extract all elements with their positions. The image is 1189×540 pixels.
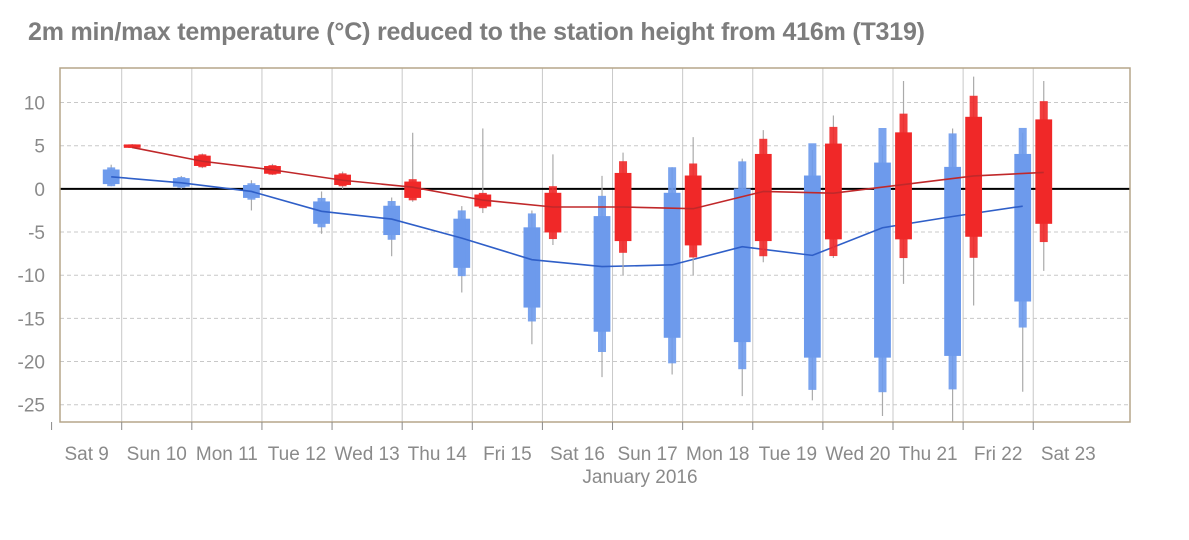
series-1 [123, 76, 1053, 306]
box-point [754, 130, 772, 263]
box-inner [408, 179, 417, 201]
box-inner [878, 128, 887, 393]
box-point [825, 115, 842, 258]
x-tick-label: Thu 14 [408, 444, 468, 465]
x-tick-label: Mon 18 [686, 444, 749, 465]
box-inner [128, 144, 137, 148]
box-inner [1039, 101, 1048, 243]
x-tick-label: Mon 11 [196, 444, 258, 465]
box-point [733, 158, 751, 397]
box-inner [829, 126, 838, 257]
box-inner [548, 186, 557, 240]
box-point [102, 164, 120, 187]
box-point [965, 76, 983, 306]
x-tick-label: Sun 17 [617, 444, 677, 465]
x-tick-label: Sat 23 [1041, 444, 1096, 465]
box-point [874, 128, 891, 416]
series-0 [102, 127, 1032, 422]
box-inner [759, 138, 768, 257]
box-inner [457, 210, 466, 277]
y-tick-label: -10 [18, 266, 45, 287]
box-inner [598, 195, 607, 353]
box-inner [527, 213, 536, 322]
x-tick-label: Fri 15 [483, 444, 532, 465]
x-tick-label: Sat 9 [64, 444, 108, 465]
box-point [544, 154, 562, 245]
x-axis-label: January 2016 [582, 467, 697, 488]
box-inner [738, 161, 747, 370]
box-inner [899, 113, 908, 259]
box-point [1014, 127, 1032, 392]
box-point [1035, 80, 1053, 271]
box-point [663, 167, 681, 375]
x-tick-label: Sat 16 [550, 444, 605, 465]
x-tick-label: Wed 13 [335, 444, 400, 465]
box-inner [1018, 127, 1027, 328]
box-point [243, 180, 260, 211]
box-point [803, 143, 821, 401]
y-tick-label: -20 [18, 353, 45, 374]
box-point [895, 80, 912, 284]
box-inner [387, 201, 396, 240]
y-tick-label: 10 [24, 94, 45, 115]
x-tick-label: Sun 10 [127, 444, 187, 465]
box-point [684, 137, 702, 276]
axis-layer: 10 5 0 -5 -10 -15 -20 -25 Sat 9 Sun 10 Mon 11 Tue 1… [18, 94, 1096, 465]
median-line [111, 175, 1023, 268]
series-layer [102, 76, 1053, 422]
box-point [453, 206, 471, 293]
x-tick-label: Wed 20 [825, 444, 890, 465]
box-inner [317, 197, 326, 228]
plot-frame [59, 67, 1131, 423]
box-inner [948, 133, 957, 390]
grid-layer [60, 68, 1130, 422]
x-tick-label: Tue 12 [268, 444, 326, 465]
y-tick-label: -25 [18, 396, 45, 417]
box-inner [969, 95, 978, 258]
box-inner [689, 163, 698, 258]
chart-title: 2m min/max temperature (°C) reduced to t… [28, 18, 925, 46]
y-tick-label: 0 [34, 180, 45, 201]
median-line [132, 146, 1044, 210]
y-tick-label: 5 [34, 137, 45, 158]
x-tick-label: Thu 21 [898, 444, 957, 465]
y-tick-label: -15 [18, 309, 45, 330]
box-point [383, 197, 401, 257]
box-point [944, 128, 962, 422]
box-point [523, 210, 541, 345]
x-tick-label: Tue 19 [759, 444, 817, 465]
box-inner [808, 143, 817, 390]
box-point [614, 152, 632, 276]
y-tick-label: -5 [28, 223, 45, 244]
box-point [404, 132, 422, 202]
box-point [593, 175, 611, 378]
x-tick-label: Fri 22 [974, 444, 1023, 465]
